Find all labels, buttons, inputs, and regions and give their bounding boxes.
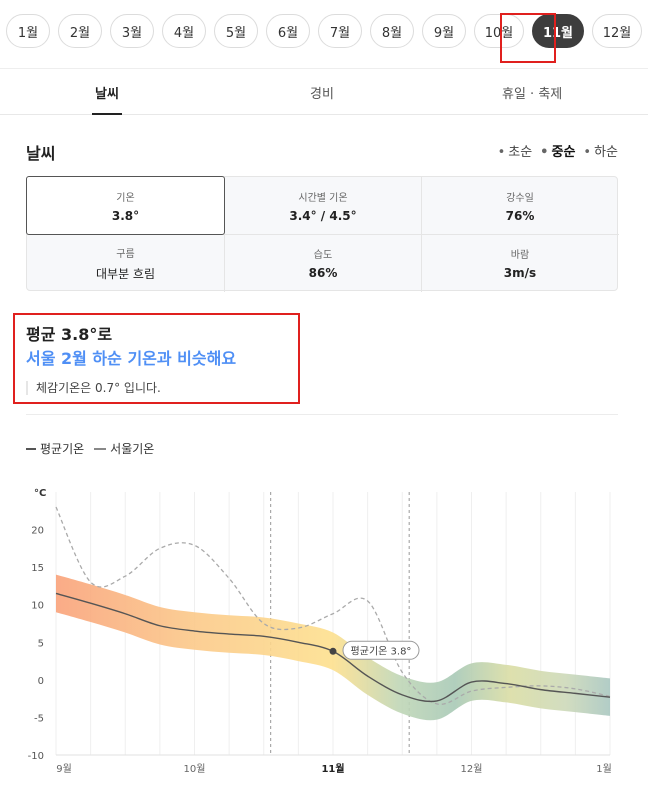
tab-weather[interactable]: 날씨 <box>95 86 119 102</box>
cell-clouds[interactable]: 구름 대부분 흐림 <box>27 235 224 291</box>
legend-dashed-swatch <box>94 447 107 450</box>
month-pill[interactable]: 3월 <box>110 14 154 48</box>
month-pill[interactable]: 7월 <box>318 14 362 48</box>
cell-label: 시간별 기온 <box>298 192 348 204</box>
legend-solid-swatch <box>26 447 36 450</box>
month-pill[interactable]: 1월 <box>6 14 50 48</box>
month-pill[interactable]: 8월 <box>370 14 414 48</box>
legend-average: 평균기온 <box>26 440 84 457</box>
month-pill[interactable]: 9월 <box>422 14 466 48</box>
y-tick-label: 15 <box>31 563 44 574</box>
x-tick-label: 12월 <box>461 763 483 775</box>
x-tick-label: 11월 <box>321 763 344 775</box>
feels-like-text: 체감기온은 0.7° 입니다. <box>26 379 161 396</box>
marker-label: 평균기온 3.8° <box>351 645 412 657</box>
month-pill[interactable]: 5월 <box>214 14 258 48</box>
y-tick-label: -10 <box>28 751 44 762</box>
y-tick-label: 5 <box>38 638 44 649</box>
cell-label: 기온 <box>116 192 135 204</box>
cell-value: 86% <box>308 266 338 280</box>
legend-average-label: 평균기온 <box>40 442 85 456</box>
weather-section-title: 날씨 <box>26 144 56 163</box>
tab-active-indicator <box>92 113 122 115</box>
tab-holidays-festivals[interactable]: 휴일 · 축제 <box>502 86 563 102</box>
section-divider <box>26 414 618 415</box>
x-tick-label: 10월 <box>184 763 206 775</box>
cell-value: 76% <box>505 208 535 223</box>
y-tick-label: 10 <box>31 601 44 612</box>
x-tick-label: 1월 <box>596 763 612 775</box>
grid-divider <box>27 234 619 235</box>
month-pill[interactable]: 6월 <box>266 14 310 48</box>
average-temp-marker <box>329 647 337 655</box>
cell-humidity[interactable]: 습도 86% <box>225 235 421 291</box>
temperature-chart: °C -10 -5 0 5 10 15 20 평균기온 3.8° 9월 10월 11월 12월 1월 <box>28 488 612 775</box>
cell-value: 3.4° / 4.5° <box>289 208 357 223</box>
cell-label: 습도 <box>313 250 333 261</box>
legend-seoul: 서울기온 <box>94 440 154 457</box>
y-axis-unit: °C <box>34 488 46 499</box>
weather-info-grid: 기온 3.8° 시간별 기온 3.4° / 4.5° 강수일 76% 구름 대부… <box>26 176 619 292</box>
summary-average-temp: 평균 3.8°로 <box>26 325 113 344</box>
cell-value: 대부분 흐림 <box>95 266 155 281</box>
cell-temperature[interactable]: 기온 3.8° <box>26 176 225 235</box>
average-temp-band <box>56 574 610 721</box>
tab-bar: 날씨 경비 휴일 · 축제 <box>0 68 648 115</box>
cell-label: 강수일 <box>506 192 534 204</box>
y-tick-label: 0 <box>38 676 44 687</box>
period-late[interactable]: • 하순 <box>583 145 618 160</box>
chart-legend: 평균기온 서울기온 <box>26 440 154 457</box>
month-pill[interactable]: 12월 <box>592 14 642 48</box>
month-pill[interactable]: 4월 <box>162 14 206 48</box>
cell-label: 바람 <box>510 250 530 261</box>
period-mid[interactable]: • 중순 <box>540 145 576 160</box>
cell-hourly-temperature[interactable]: 시간별 기온 3.4° / 4.5° <box>225 177 421 234</box>
y-tick-label: 20 <box>31 526 44 537</box>
period-early[interactable]: • 초순 <box>497 145 533 160</box>
feels-like-value: 체감기온은 0.7° 입니다. <box>36 381 161 395</box>
cell-value: 3m/s <box>503 266 537 280</box>
y-tick-label: -5 <box>34 713 44 724</box>
seoul-temp-line <box>55 506 611 706</box>
period-selector: • 초순 • 중순 • 하순 <box>498 141 618 160</box>
legend-seoul-label: 서울기온 <box>110 442 155 456</box>
feels-like-marker <box>26 380 28 395</box>
x-tick-label: 9월 <box>56 763 72 775</box>
cell-precipitation-days[interactable]: 강수일 76% <box>422 177 618 234</box>
month-pill[interactable]: 11월 <box>532 14 584 48</box>
marker-label-box <box>342 640 420 660</box>
month-pill[interactable]: 2월 <box>58 14 102 48</box>
cell-wind[interactable]: 바람 3m/s <box>422 235 618 291</box>
month-pill[interactable]: 10월 <box>474 14 524 48</box>
cell-value: 3.8° <box>111 208 140 223</box>
cell-label: 구름 <box>116 248 135 260</box>
month-selector: 1월 2월 3월 4월 5월 6월 7월 8월 9월 10월 11월 12월 <box>0 14 642 54</box>
tab-expenses[interactable]: 경비 <box>310 86 334 102</box>
summary-comparison: 서울 2월 하순 기온과 비슷해요 <box>26 349 237 368</box>
